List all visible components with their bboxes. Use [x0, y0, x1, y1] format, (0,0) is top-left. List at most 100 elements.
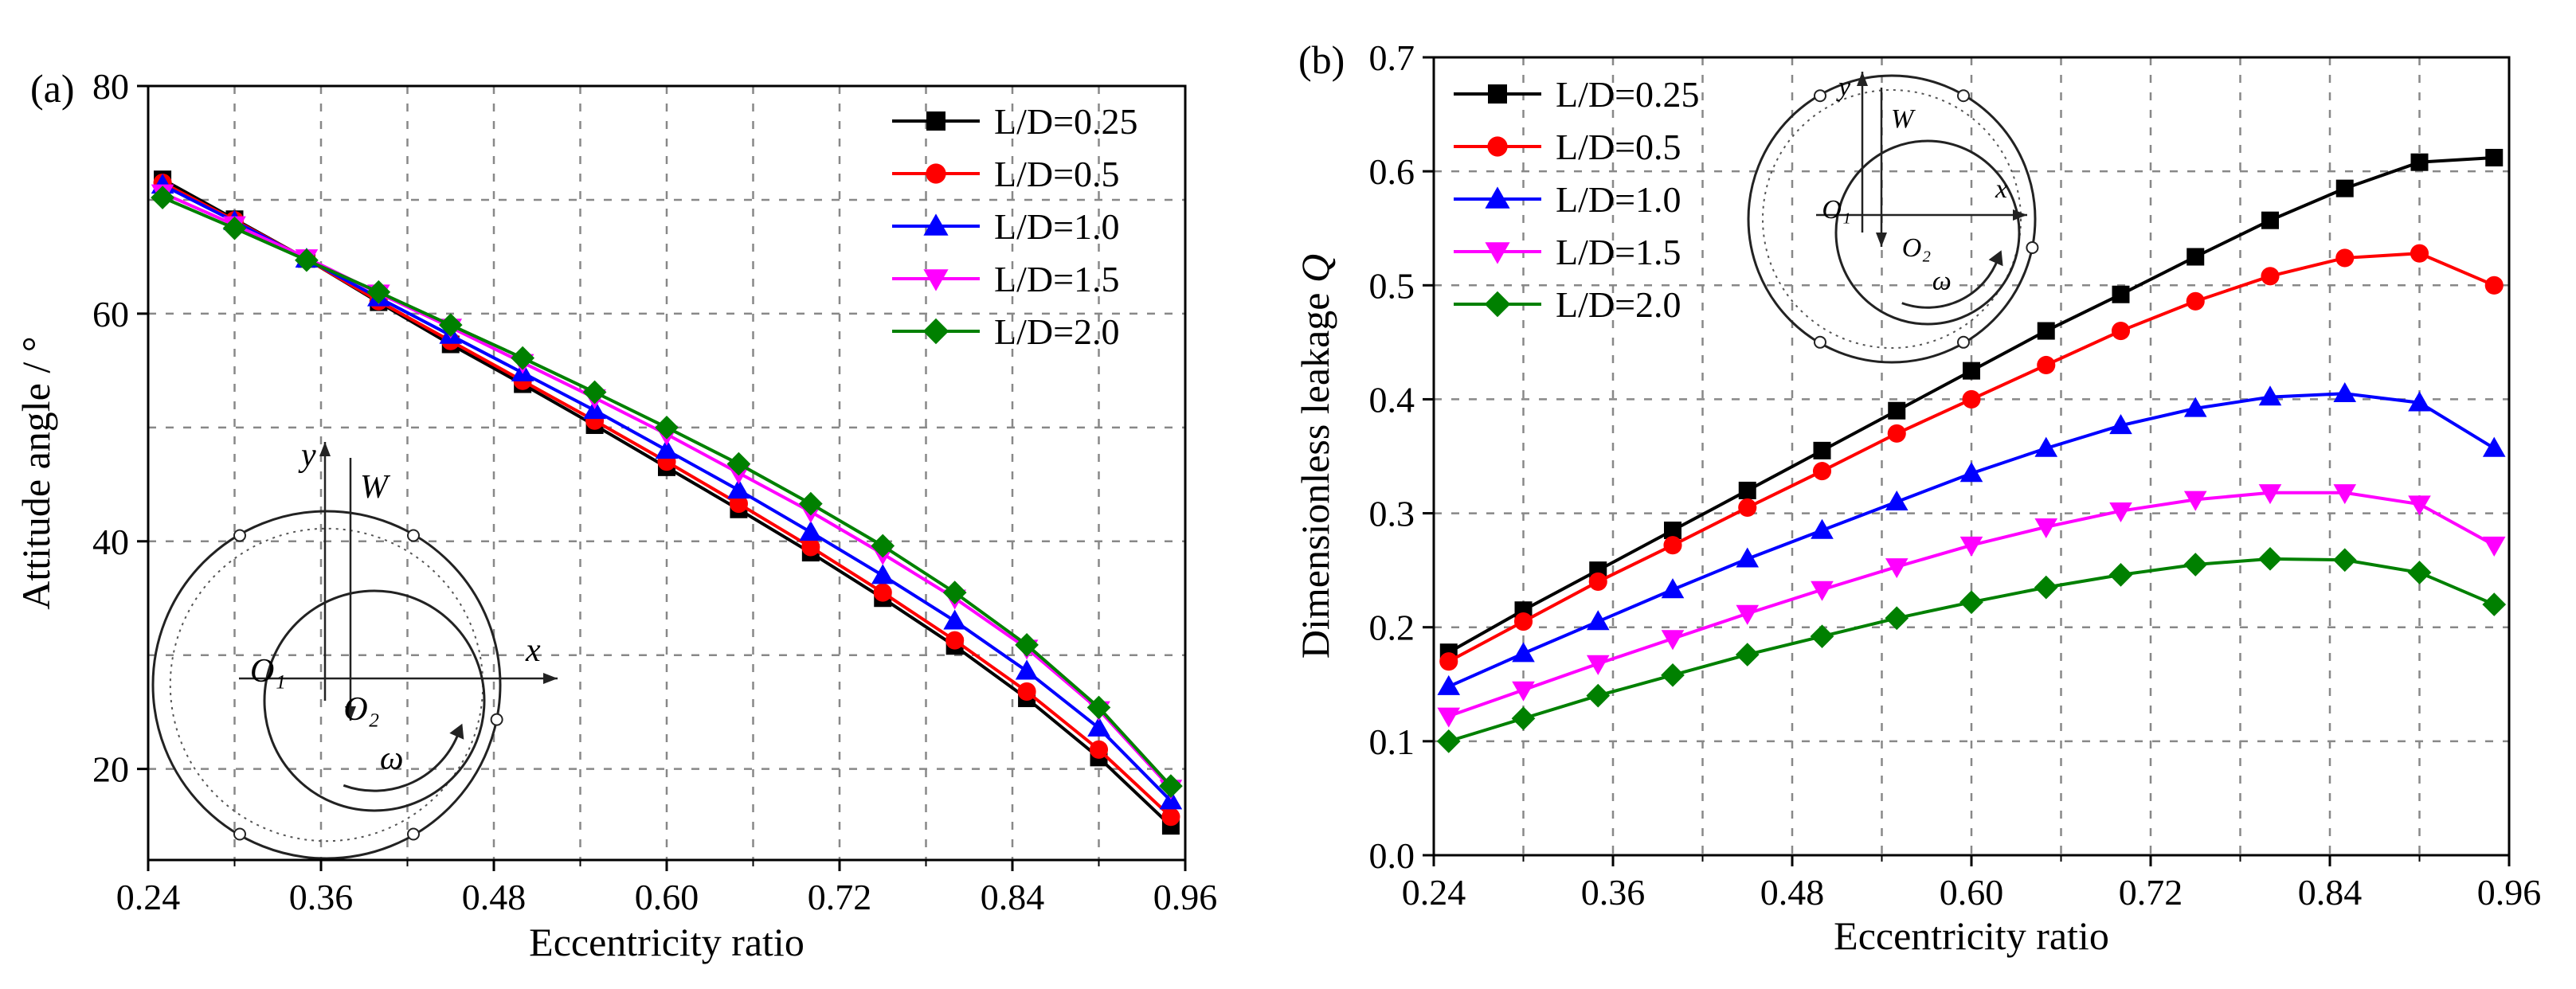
data-point — [1015, 659, 1039, 680]
data-point — [1885, 558, 1909, 579]
data-point — [1586, 683, 1611, 708]
data-point — [2109, 502, 2132, 523]
data-point — [1159, 774, 1183, 798]
x-tick-label: 0.36 — [289, 877, 354, 917]
data-point — [1885, 490, 1909, 510]
data-point — [1513, 612, 1533, 631]
inset-label-x: x — [1995, 174, 2007, 204]
inset-x-arrow-icon — [543, 673, 558, 684]
y-tick-label: 0.6 — [1369, 151, 1415, 192]
data-point — [2335, 179, 2354, 197]
data-point — [2482, 436, 2506, 457]
series-L/D=1.5 — [1437, 484, 2506, 728]
data-point — [511, 346, 535, 370]
grid — [1434, 57, 2509, 855]
data-point — [801, 538, 820, 557]
data-point — [2183, 397, 2207, 417]
data-point — [582, 380, 607, 405]
y-tick-label: 0.0 — [1369, 835, 1415, 876]
data-point — [2332, 548, 2357, 573]
inset-rotation-arrow-icon — [1988, 250, 2003, 267]
data-point — [2408, 495, 2431, 516]
data-point — [1813, 441, 1831, 459]
data-point — [2482, 536, 2506, 557]
y-tick-label: 80 — [92, 66, 129, 107]
journal-circle — [1834, 139, 2021, 326]
data-point — [726, 452, 751, 476]
data-point — [1959, 590, 1983, 615]
data-point — [1661, 578, 1685, 599]
legend: L/D=0.25 L/D=0.5 L/D=1.0 L/D=1.5 L/D=2.0 — [892, 101, 1138, 352]
data-point — [729, 494, 748, 514]
data-point — [1664, 522, 1681, 540]
data-point — [1512, 642, 1535, 663]
series-L/D=1.0 — [1437, 381, 2506, 695]
inset-label-omega: ω — [380, 741, 404, 777]
legend-label: L/D=1.5 — [994, 259, 1120, 299]
inset-label-o2: O₂ — [1902, 233, 1931, 263]
legend-marker — [1488, 84, 1507, 104]
bearing-inner-dotted-circle — [169, 527, 484, 842]
data-point — [1437, 707, 1461, 728]
inset-rotation-arc — [343, 731, 460, 792]
data-point — [2109, 414, 2132, 435]
data-point — [1736, 604, 1760, 625]
x-tick-label: 0.96 — [2477, 872, 2542, 913]
legend-label: L/D=0.25 — [1556, 74, 1700, 115]
data-point — [2037, 322, 2055, 340]
y-ticks: 20 40 60 80 — [92, 66, 148, 790]
inset-rotation-arrow-icon — [449, 723, 464, 740]
legend-label: L/D=1.0 — [1556, 179, 1681, 220]
inset-label-o1: O₁ — [1822, 195, 1850, 225]
data-point — [871, 564, 895, 584]
data-point — [2408, 391, 2431, 412]
data-point — [943, 609, 966, 630]
data-point — [1087, 716, 1110, 737]
data-point — [942, 580, 967, 604]
data-point — [2034, 518, 2058, 539]
data-point — [1436, 729, 1461, 753]
data-point — [1437, 674, 1461, 695]
panel-label: (a) — [30, 66, 75, 111]
bearing-outer-circle — [151, 510, 502, 860]
data-point — [1089, 740, 1109, 759]
legend-marker — [923, 269, 949, 291]
data-point — [2186, 248, 2205, 266]
data-point — [1812, 462, 1832, 481]
legend-label: L/D=1.0 — [994, 206, 1120, 247]
data-point — [1810, 624, 1834, 649]
bearing-inner-dotted-circle — [1762, 89, 2022, 349]
legend-marker — [926, 111, 945, 131]
bearing-pad-bump — [490, 713, 503, 726]
data-point — [2335, 248, 2355, 268]
x-tick-label: 0.96 — [1153, 877, 1218, 917]
inset-label-w: W — [360, 469, 391, 506]
data-point — [1586, 610, 1610, 631]
data-point — [2485, 148, 2504, 166]
data-point — [2261, 211, 2279, 229]
y-ticks: 0.0 0.1 0.2 0.3 0.4 0.5 0.6 0.7 — [1369, 37, 1434, 876]
data-point — [2484, 276, 2504, 295]
data-point — [1885, 606, 1909, 631]
data-point — [1663, 536, 1682, 555]
data-point — [2258, 484, 2282, 505]
legend-marker — [1487, 136, 1508, 157]
x-ticks: 0.24 0.36 0.48 0.60 0.72 0.84 0.96 — [116, 860, 1218, 917]
data-point — [2183, 553, 2208, 577]
data-point — [2183, 491, 2207, 511]
data-point — [1017, 682, 1036, 701]
x-tick-label: 0.24 — [116, 877, 181, 917]
legend-label: L/D=2.0 — [994, 311, 1120, 352]
legend-marker — [1484, 291, 1511, 318]
plot-frame — [1432, 56, 2511, 857]
data-point — [366, 280, 391, 304]
y-tick-label: 60 — [92, 294, 129, 334]
data-point — [2108, 563, 2133, 587]
data-point — [1736, 547, 1760, 568]
bearing-pad-bump — [1957, 89, 1970, 103]
bearing-pad-bump — [2026, 241, 2039, 254]
legend-marker — [923, 213, 949, 236]
chart-b: yWxO₁O₂ωL/D=0.25L/D=0.5L/D=1.0L/D=1.5L/D… — [1293, 37, 2541, 958]
data-point — [151, 186, 174, 209]
